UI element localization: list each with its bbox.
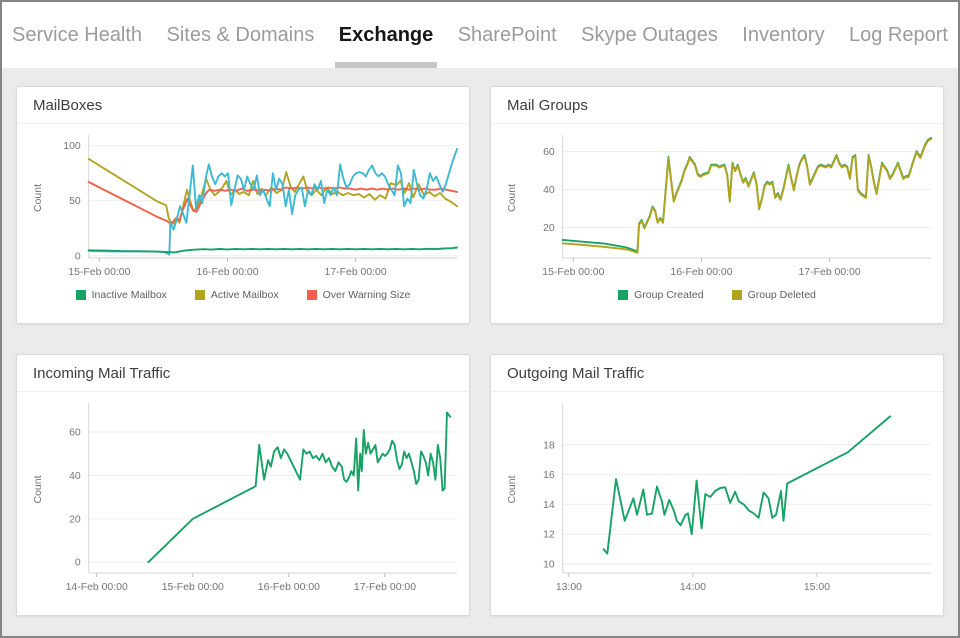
tab-log-report[interactable]: Log Report: [849, 2, 948, 68]
svg-text:16-Feb 00:00: 16-Feb 00:00: [196, 267, 258, 278]
panel-title-mailboxes: MailBoxes: [17, 87, 469, 124]
dashboard-grid: MailBoxes 0 50 100 15-Feb 00:00 16-Feb 00:00…: [2, 68, 958, 616]
svg-text:15-Feb 00:00: 15-Feb 00:00: [542, 267, 604, 278]
tab-label: Log Report: [849, 23, 948, 46]
legend-swatch-green: [618, 290, 629, 300]
svg-text:18: 18: [543, 440, 555, 451]
legend-label: Inactive Mailbox: [91, 289, 167, 301]
tab-label: SharePoint: [457, 23, 557, 46]
tab-sites-domains[interactable]: Sites & Domains: [167, 2, 315, 68]
panel-title-outgoing-mail-traffic: Outgoing Mail Traffic: [491, 355, 943, 392]
outgoing-mail-chart-area: 10 12 14 16 18 13:00 14:00 15:00 Count: [491, 392, 943, 601]
svg-text:Count: Count: [33, 475, 44, 503]
panel-title-mail-groups: Mail Groups: [491, 87, 943, 124]
panel-outgoing-mail-traffic: Outgoing Mail Traffic 10 12 14 16 18 13:00 14:…: [490, 354, 944, 616]
svg-text:0: 0: [75, 251, 81, 262]
svg-text:15-Feb 00:00: 15-Feb 00:00: [162, 582, 224, 593]
tab-skype-outages[interactable]: Skype Outages: [581, 2, 718, 68]
svg-text:60: 60: [69, 428, 81, 439]
tab-inventory[interactable]: Inventory: [742, 2, 824, 68]
panel-title-incoming-mail-traffic: Incoming Mail Traffic: [17, 355, 469, 392]
svg-text:40: 40: [543, 185, 555, 196]
legend-item-group-created[interactable]: Group Created: [618, 289, 704, 301]
legend-item-over-warning-size[interactable]: Over Warning Size: [306, 289, 411, 301]
mail-groups-legend: Group Created Group Deleted: [491, 286, 943, 301]
mailboxes-chart-area: 0 50 100 15-Feb 00:00 16-Feb 00:00 17-Feb 00:…: [17, 124, 469, 286]
mailboxes-line-chart[interactable]: 0 50 100 15-Feb 00:00 16-Feb 00:00 17-Feb 00:…: [19, 128, 467, 286]
svg-text:13:00: 13:00: [556, 582, 582, 593]
svg-text:16-Feb 00:00: 16-Feb 00:00: [258, 582, 320, 593]
legend-item-inactive-mailbox[interactable]: Inactive Mailbox: [75, 289, 167, 301]
svg-text:10: 10: [543, 560, 555, 571]
legend-item-active-mailbox[interactable]: Active Mailbox: [194, 289, 279, 301]
mailboxes-legend: Inactive Mailbox Active Mailbox Over War…: [17, 286, 469, 301]
svg-text:40: 40: [69, 471, 81, 482]
svg-text:100: 100: [63, 141, 81, 152]
svg-text:16-Feb 00:00: 16-Feb 00:00: [670, 267, 732, 278]
incoming-mail-chart-area: 0 20 40 60 14-Feb 00:00 15-Feb 00:00 16-Feb 00…: [17, 392, 469, 601]
svg-text:14: 14: [543, 500, 555, 511]
panel-mailboxes: MailBoxes 0 50 100 15-Feb 00:00 16-Feb 00:00…: [16, 86, 470, 324]
svg-text:50: 50: [69, 196, 81, 207]
svg-text:20: 20: [69, 514, 81, 525]
tab-label: Sites & Domains: [166, 23, 315, 46]
mail-groups-chart-area: 20 40 60 15-Feb 00:00 16-Feb 00:00 17-Feb 00:…: [491, 124, 943, 286]
panel-mail-groups: Mail Groups 20 40 60 15-Feb 00:00 16-Feb 00:…: [490, 86, 944, 324]
svg-text:17-Feb 00:00: 17-Feb 00:00: [325, 267, 387, 278]
legend-item-group-deleted[interactable]: Group Deleted: [731, 289, 816, 301]
legend-label: Group Deleted: [747, 289, 816, 301]
svg-text:0: 0: [75, 558, 81, 569]
svg-text:17-Feb 00:00: 17-Feb 00:00: [799, 267, 861, 278]
panel-incoming-mail-traffic: Incoming Mail Traffic 0 20 40 60 14-Feb 00:0…: [16, 354, 470, 616]
tab-service-health[interactable]: Service Health: [12, 2, 142, 68]
tab-bar: Service Health Sites & Domains Exchange …: [2, 2, 958, 68]
svg-text:Count: Count: [507, 475, 518, 503]
legend-swatch-red: [306, 290, 317, 300]
mail-groups-line-chart[interactable]: 20 40 60 15-Feb 00:00 16-Feb 00:00 17-Feb 00:…: [493, 128, 941, 286]
svg-text:Count: Count: [33, 184, 44, 212]
outgoing-mail-line-chart[interactable]: 10 12 14 16 18 13:00 14:00 15:00 Count: [493, 396, 941, 601]
tab-label: Skype Outages: [581, 23, 718, 46]
legend-swatch-green: [75, 290, 86, 300]
legend-label: Group Created: [634, 289, 704, 301]
legend-swatch-olive: [194, 290, 205, 300]
svg-text:Count: Count: [507, 184, 518, 212]
svg-text:20: 20: [543, 223, 555, 234]
svg-text:14-Feb 00:00: 14-Feb 00:00: [66, 582, 128, 593]
tab-label: Service Health: [12, 23, 143, 46]
svg-text:12: 12: [543, 530, 555, 541]
tab-exchange[interactable]: Exchange: [334, 2, 438, 68]
svg-text:60: 60: [543, 147, 555, 158]
incoming-mail-line-chart[interactable]: 0 20 40 60 14-Feb 00:00 15-Feb 00:00 16-Feb 00…: [19, 396, 467, 601]
svg-text:17-Feb 00:00: 17-Feb 00:00: [354, 582, 416, 593]
tab-label: Inventory: [742, 23, 825, 46]
svg-text:16: 16: [543, 470, 555, 481]
svg-text:15:00: 15:00: [804, 582, 830, 593]
svg-text:14:00: 14:00: [680, 582, 706, 593]
legend-label: Over Warning Size: [322, 289, 411, 301]
tab-sharepoint[interactable]: SharePoint: [458, 2, 557, 68]
legend-label: Active Mailbox: [210, 289, 279, 301]
tab-label: Exchange: [338, 23, 434, 46]
svg-text:15-Feb 00:00: 15-Feb 00:00: [68, 267, 130, 278]
legend-swatch-olive: [731, 290, 742, 300]
